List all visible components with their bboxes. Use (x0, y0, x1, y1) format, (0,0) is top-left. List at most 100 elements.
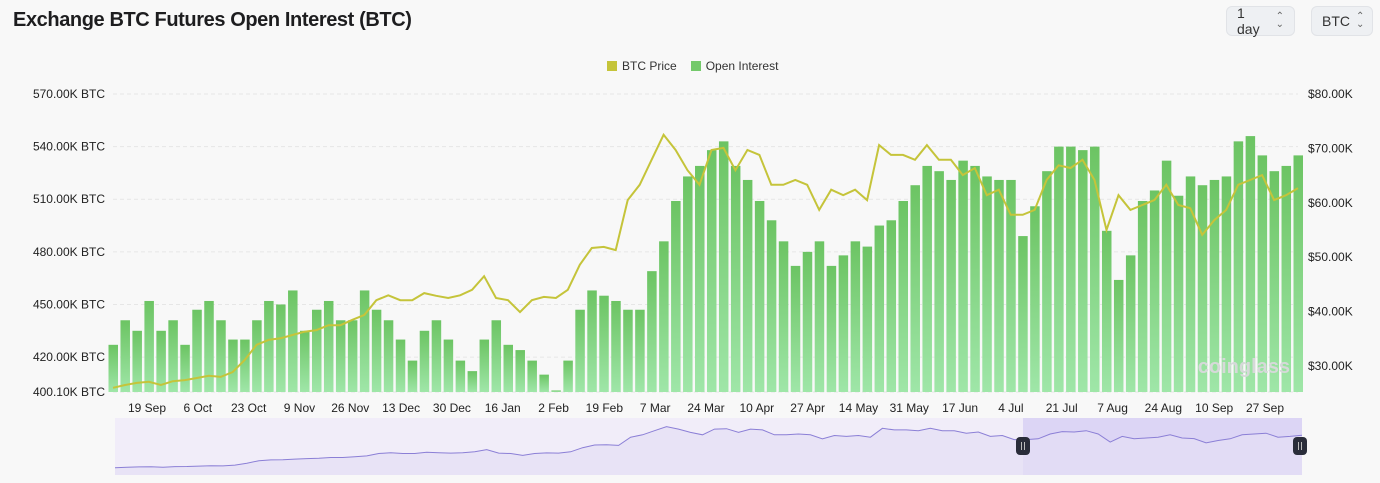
open-interest-bar (515, 350, 525, 392)
chevron-up-down-icon: ⌃ ⌄ (1356, 11, 1365, 30)
open-interest-bar (264, 300, 274, 392)
open-interest-bar (599, 295, 609, 392)
x-tick-label: 4 Jul (998, 401, 1023, 415)
open-interest-bar (1090, 146, 1100, 392)
open-interest-bar (156, 330, 166, 392)
open-interest-bar (551, 390, 561, 392)
x-tick-label: 2 Feb (538, 401, 569, 415)
navigator[interactable] (114, 418, 1307, 475)
y-right-tick-label: $50.00K (1308, 250, 1353, 264)
open-interest-bar (419, 330, 430, 392)
open-interest-bar (1113, 279, 1124, 392)
open-interest-bar (982, 176, 992, 392)
unit-select-value: BTC (1322, 13, 1350, 29)
open-interest-bar (1197, 185, 1208, 392)
open-interest-bar (647, 271, 657, 392)
open-interest-bar (754, 200, 765, 392)
navigator-handle[interactable] (1016, 437, 1030, 455)
open-interest-bar (886, 220, 897, 392)
open-interest-bar (1054, 146, 1064, 392)
open-interest-bar (323, 300, 334, 392)
open-interest-bar (790, 265, 801, 392)
open-interest-bar (1149, 190, 1160, 392)
open-interest-bar (1233, 141, 1244, 392)
x-tick-label: 10 Apr (739, 401, 774, 415)
x-tick-label: 14 May (839, 401, 878, 415)
legend-item-open-interest[interactable]: Open Interest (690, 59, 779, 73)
open-interest-bar (180, 344, 190, 392)
x-tick-label: 19 Sep (128, 401, 166, 415)
x-tick-label: 30 Dec (433, 401, 471, 415)
chart-legend: BTC Price Open Interest (607, 59, 778, 73)
open-interest-bar (766, 220, 777, 392)
open-interest-bar (1030, 206, 1040, 392)
open-interest-bar (802, 251, 813, 392)
open-interest-bar (527, 360, 537, 392)
open-interest-bar (611, 300, 621, 392)
navigator-handle[interactable] (1293, 437, 1307, 455)
legend-swatch-open-interest (690, 61, 701, 71)
open-interest-bar (695, 165, 705, 392)
navigator-area (115, 426, 1302, 475)
unit-select[interactable]: BTC ⌃ ⌄ (1311, 6, 1373, 36)
x-tick-label: 19 Feb (586, 401, 624, 415)
open-interest-bar (503, 344, 513, 392)
open-interest-bar (922, 165, 932, 392)
open-interest-bar (276, 304, 286, 392)
open-interest-bar (192, 309, 202, 392)
open-interest-bar (683, 176, 693, 392)
open-interest-bar (228, 339, 238, 392)
legend-label-btc-price: BTC Price (622, 59, 677, 73)
open-interest-bar (946, 179, 956, 392)
x-tick-label: 24 Aug (1145, 401, 1182, 415)
open-interest-bar (252, 320, 262, 392)
open-interest-bar (575, 309, 585, 392)
open-interest-bar (730, 165, 741, 392)
open-interest-bar (335, 320, 346, 392)
open-interest-bar (659, 241, 669, 392)
open-interest-bar (814, 241, 825, 392)
open-interest-bar (383, 320, 394, 392)
x-tick-label: 23 Oct (231, 401, 267, 415)
legend-item-btc-price[interactable]: BTC Price (607, 59, 677, 73)
open-interest-bar (467, 371, 478, 392)
open-interest-bar (1185, 176, 1196, 392)
open-interest-bar (718, 141, 729, 392)
page-title: Exchange BTC Futures Open Interest (BTC) (13, 9, 412, 31)
y-left-tick-label: 400.10K BTC (33, 385, 105, 399)
x-tick-label: 27 Sep (1246, 401, 1284, 415)
open-interest-bar (443, 339, 454, 392)
open-interest-bar (874, 225, 885, 392)
open-interest-bar (838, 255, 849, 392)
open-interest-bar (850, 241, 861, 392)
open-interest-bar (1293, 155, 1303, 392)
y-right-tick-label: $40.00K (1308, 305, 1353, 319)
open-interest-bar (120, 320, 130, 392)
open-interest-bar (1006, 179, 1016, 392)
navigator-line (114, 426, 1303, 469)
open-interest-bar (144, 300, 154, 392)
open-interest-bar (132, 330, 142, 392)
x-tick-label: 31 May (890, 401, 929, 415)
open-interest-bar (958, 160, 968, 392)
x-tick-label: 6 Oct (183, 401, 212, 415)
open-interest-bar (491, 320, 502, 392)
y-left-tick-label: 510.00K BTC (33, 192, 105, 206)
open-interest-bar (671, 200, 681, 392)
y-left-tick-label: 420.00K BTC (33, 350, 105, 364)
y-left-tick-label: 450.00K BTC (33, 297, 105, 311)
open-interest-bar (623, 309, 633, 392)
open-interest-bar (1161, 160, 1172, 392)
x-tick-label: 21 Jul (1046, 401, 1078, 415)
open-interest-bar (587, 290, 597, 392)
legend-label-open-interest: Open Interest (705, 59, 779, 73)
open-interest-bar (1125, 255, 1136, 392)
open-interest-bar (204, 300, 214, 392)
open-interest-bar (108, 344, 118, 392)
open-interest-bar (1221, 176, 1232, 392)
x-tick-label: 27 Apr (790, 401, 825, 415)
interval-select[interactable]: 1 day ⌃ ⌄ (1226, 5, 1295, 37)
open-interest-bar (778, 241, 789, 392)
open-interest-bar (862, 246, 873, 392)
